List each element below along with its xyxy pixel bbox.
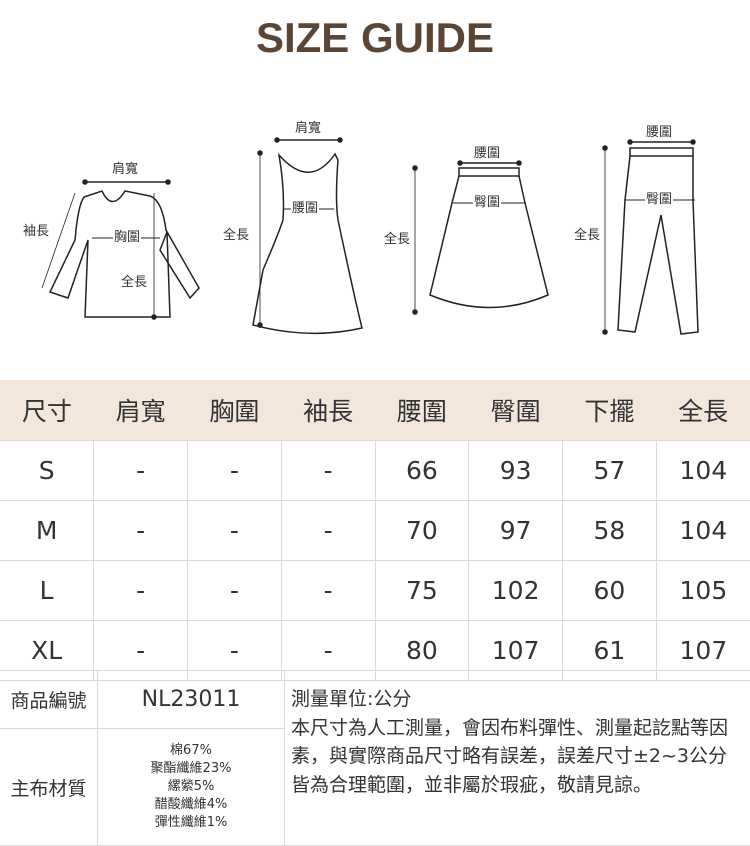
measurement-disclaimer: 本尺寸為人工測量，會因布料彈性、測量起訖點等因素，與實際商品尺寸略有誤差，誤差尺… bbox=[291, 716, 729, 796]
pants-length-label: 全長 bbox=[573, 228, 602, 243]
skirt-length-label: 全長 bbox=[383, 232, 412, 247]
cell-hip: 93 bbox=[468, 440, 563, 501]
dress-shoulder-label: 肩寬 bbox=[294, 121, 323, 136]
cell-length: 104 bbox=[655, 500, 750, 561]
dress-illustration bbox=[252, 137, 363, 335]
product-code-value: NL23011 bbox=[98, 671, 285, 729]
cell-chest: - bbox=[187, 560, 282, 621]
cell-shoulder: - bbox=[93, 440, 188, 501]
page-title: SIZE GUIDE bbox=[255, 14, 495, 61]
size-table: 尺寸 肩寬 胸圍 袖長 腰圍 臀圍 下擺 全長 S - - -66 93 57 104 M - -… bbox=[0, 380, 750, 681]
measurement-diagrams: 肩寬 袖長 胸圍 全長 肩寬 腰圍 全長 腰圍 臀圍 全長 腰圍 臀圍 全長 bbox=[0, 120, 750, 340]
measurement-note: 測量單位:公分 本尺寸為人工測量，會因布料彈性、測量起訖點等因素，與實際商品尺寸… bbox=[285, 671, 750, 846]
cell-chest: - bbox=[187, 440, 282, 501]
cell-length: 104 bbox=[655, 440, 750, 501]
long-sleeve-top-illustration bbox=[41, 179, 200, 320]
cell-waist: 66 bbox=[374, 440, 470, 501]
cell-hip: 102 bbox=[468, 560, 563, 621]
cell-sleeve: - bbox=[280, 500, 376, 561]
header-shoulder: 肩寬 bbox=[93, 380, 188, 441]
skirt-hip-label: 臀圍 bbox=[473, 195, 502, 210]
table-row: M - - -70 97 58 104 bbox=[0, 500, 750, 561]
cell-hem: 60 bbox=[562, 560, 657, 621]
cell-size: S bbox=[0, 440, 95, 501]
cell-length: 105 bbox=[655, 560, 750, 621]
product-code-label: 商品編號 bbox=[0, 671, 98, 729]
cell-sleeve: - bbox=[280, 560, 376, 621]
cell-waist: 75 bbox=[374, 560, 470, 621]
cell-hip: 97 bbox=[468, 500, 563, 561]
table-row: L - - -75 102 60 105 bbox=[0, 560, 750, 621]
size-table-header: 尺寸 肩寬 胸圍 袖長 腰圍 臀圍 下擺 全長 bbox=[0, 380, 750, 441]
pants-illustration bbox=[602, 139, 699, 335]
pants-waist-label: 腰圍 bbox=[645, 125, 674, 140]
table-row: S - - -66 93 57 104 bbox=[0, 440, 750, 501]
material-item: 彈性纖維1% bbox=[154, 815, 228, 830]
cell-chest: - bbox=[187, 500, 282, 561]
header-hip: 臀圍 bbox=[468, 380, 563, 441]
cell-size: M bbox=[0, 500, 95, 561]
cell-hem: 58 bbox=[562, 500, 657, 561]
material-list: 棉67% 聚酯纖維23% 縲縈5% 醋酸纖維4% 彈性纖維1% bbox=[98, 729, 285, 846]
top-chest-label: 胸圍 bbox=[113, 230, 142, 245]
header-waist: 腰圍 bbox=[375, 380, 469, 441]
top-shoulder-label: 肩寬 bbox=[111, 162, 140, 177]
top-length-label: 全長 bbox=[120, 275, 149, 290]
header-size: 尺寸 bbox=[0, 380, 94, 441]
product-info: 商品編號 NL23011 主布材質 棉67% 聚酯纖維23% 縲縈5% 醋酸纖維4% 彈… bbox=[0, 670, 750, 846]
header-hem: 下擺 bbox=[562, 380, 657, 441]
measurement-unit: 測量單位:公分 bbox=[291, 688, 412, 710]
skirt-waist-label: 腰圍 bbox=[473, 146, 502, 161]
top-sleeve-label: 袖長 bbox=[22, 224, 51, 239]
header-sleeve: 袖長 bbox=[281, 380, 375, 441]
header-length: 全長 bbox=[656, 380, 750, 441]
skirt-illustration bbox=[412, 160, 549, 315]
cell-shoulder: - bbox=[93, 500, 188, 561]
material-item: 縲縈5% bbox=[167, 779, 215, 794]
material-item: 棉67% bbox=[170, 743, 212, 758]
cell-hem: 57 bbox=[562, 440, 657, 501]
cell-size: L bbox=[0, 560, 95, 621]
material-label: 主布材質 bbox=[0, 729, 98, 846]
cell-shoulder: - bbox=[93, 560, 188, 621]
material-item: 醋酸纖維4% bbox=[154, 797, 228, 812]
header-chest: 胸圍 bbox=[187, 380, 282, 441]
cell-sleeve: - bbox=[280, 440, 376, 501]
dress-waist-label: 腰圍 bbox=[291, 201, 320, 216]
material-item: 聚酯纖維23% bbox=[150, 761, 232, 776]
cell-waist: 70 bbox=[374, 500, 470, 561]
pants-hip-label: 臀圍 bbox=[645, 192, 674, 207]
dress-length-label: 全長 bbox=[222, 228, 251, 243]
